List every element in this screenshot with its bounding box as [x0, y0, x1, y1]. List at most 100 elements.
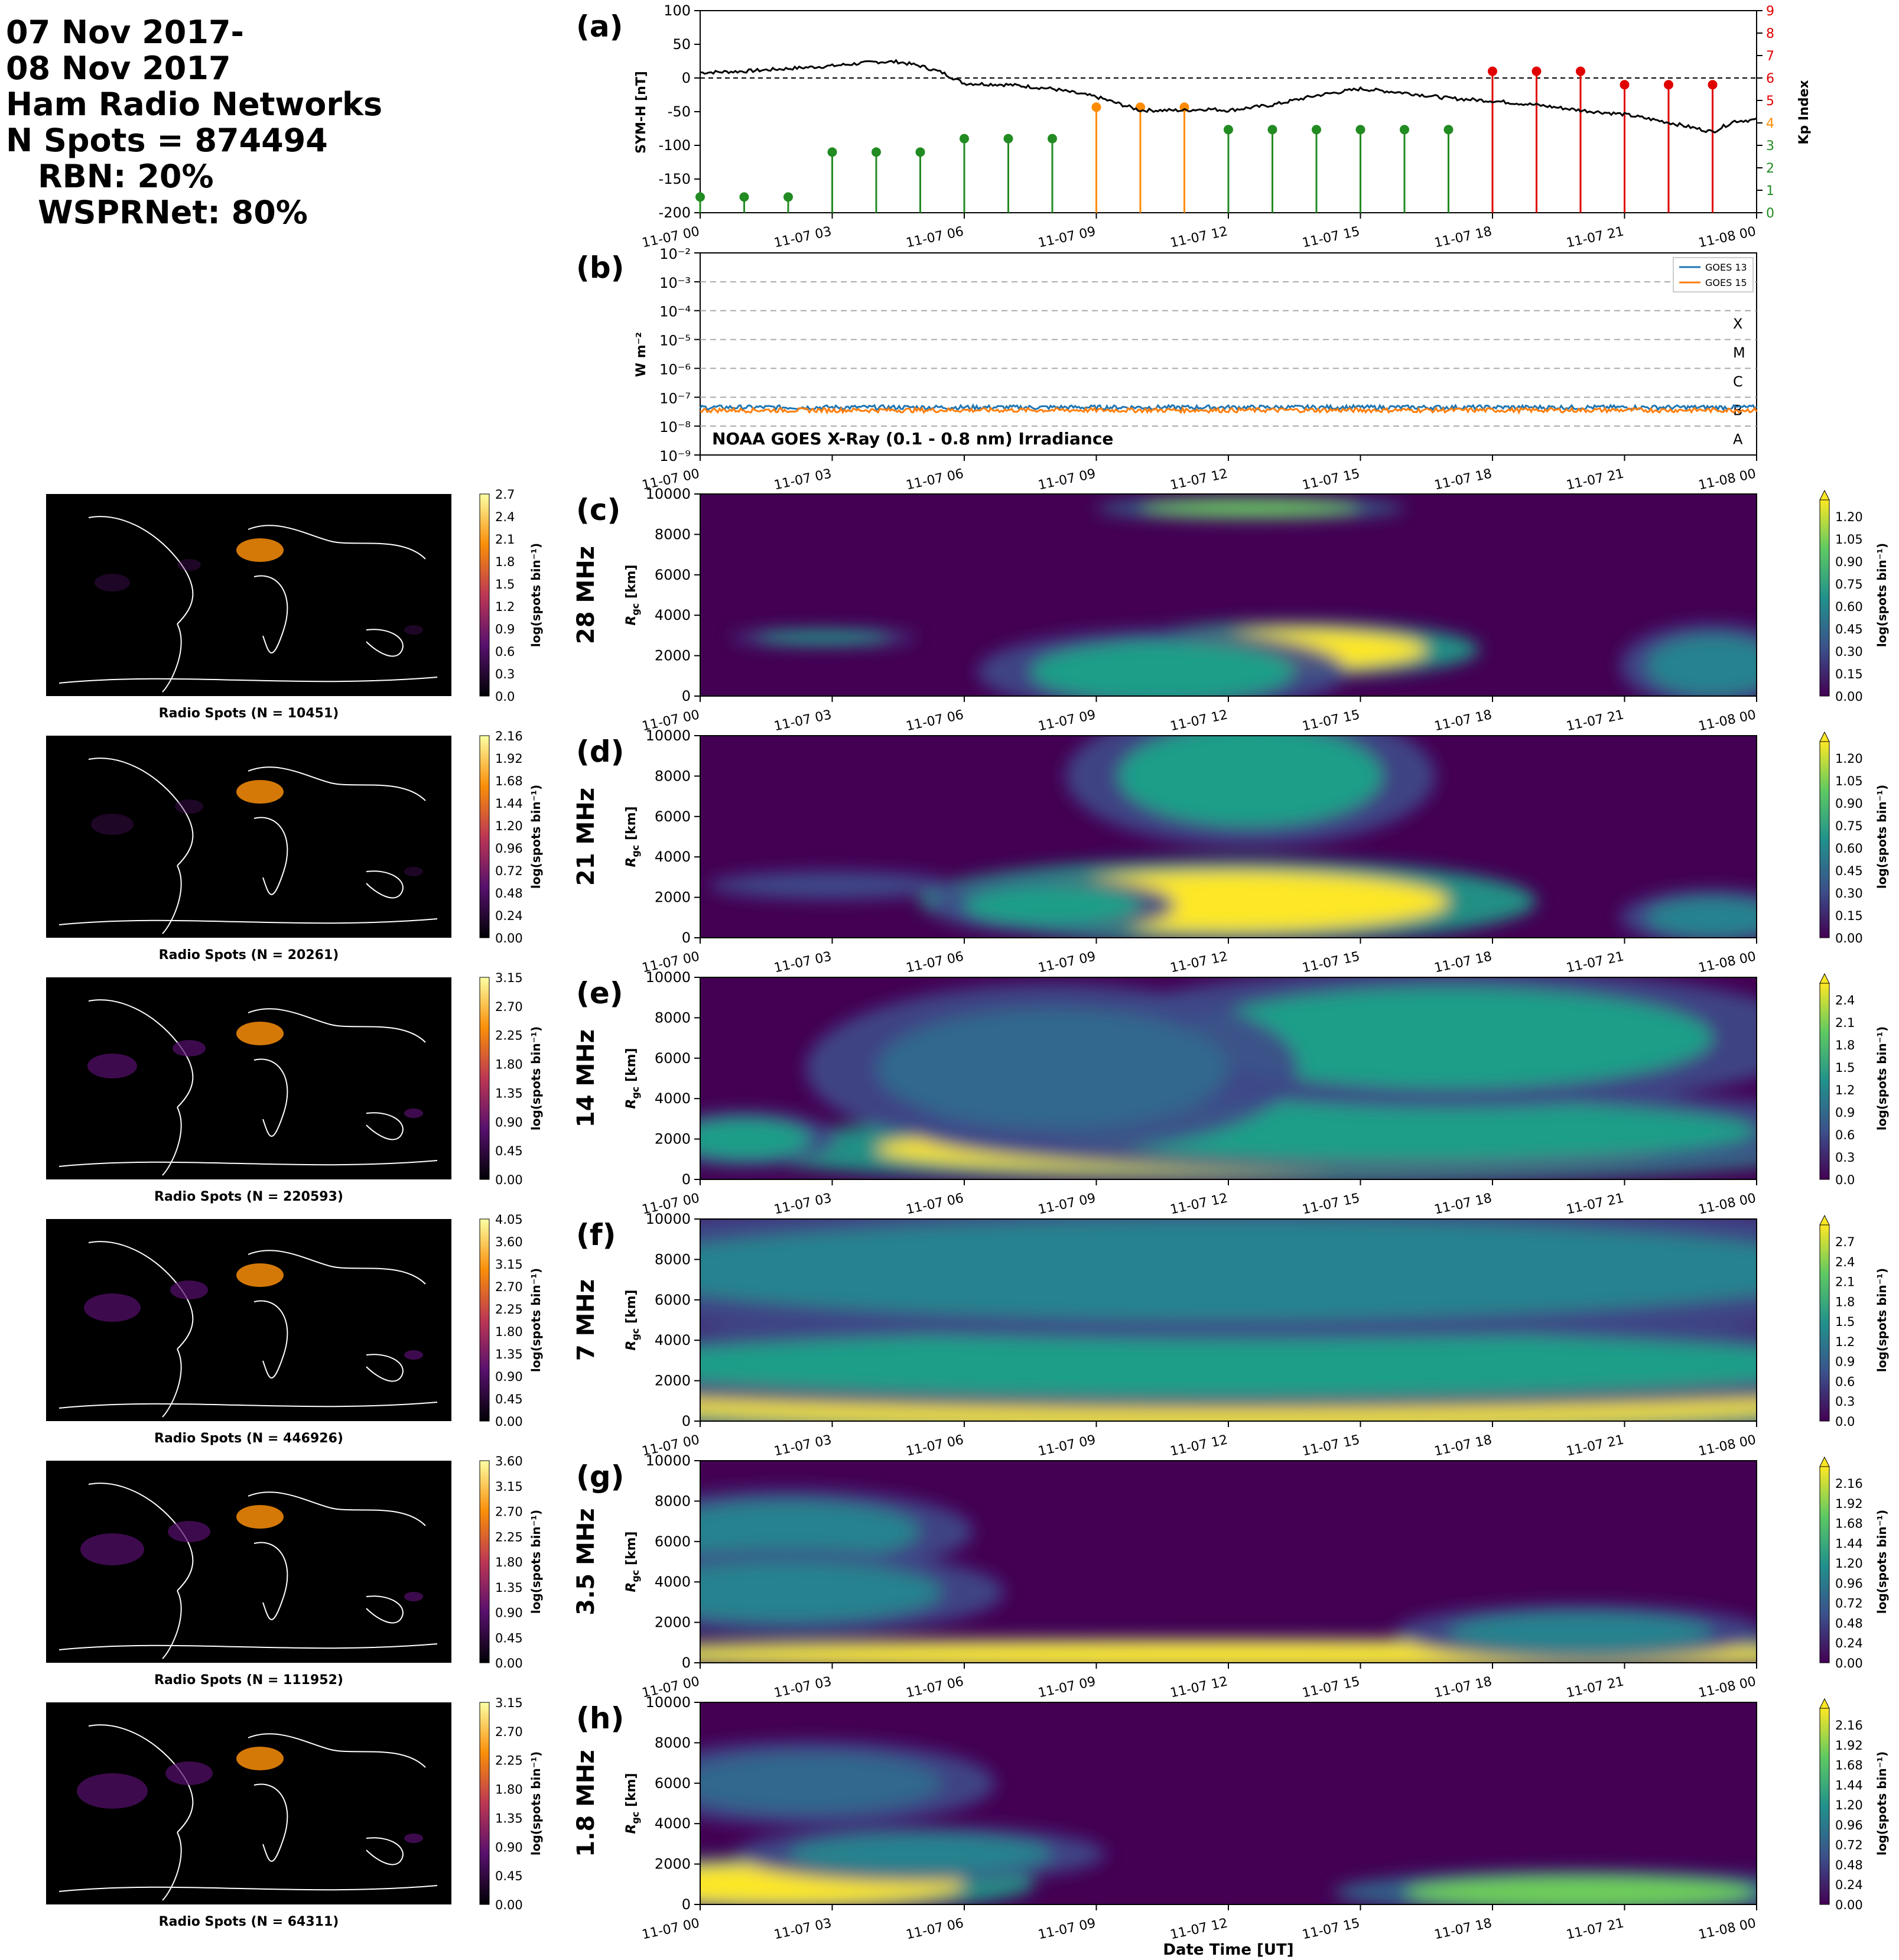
x-tick-label: 11-07 12 — [1169, 1191, 1229, 1217]
heatmap-colorbar-tick: 2.7 — [1835, 1235, 1855, 1249]
heatmap-colorbar-tick: 1.92 — [1835, 1497, 1863, 1511]
spot-density-blob — [404, 1592, 423, 1601]
heatmap-colorbar-gradient — [1819, 1708, 1830, 1905]
heatmap-core — [700, 1332, 1757, 1397]
panel-b-goes-xray: (b) 10⁻² 10⁻³ 10⁻⁴ 10⁻⁵ 10⁻⁶ 10⁻⁷ 10⁻⁸ 10⁻⁹ XMC… — [576, 246, 1758, 493]
map-colorbar-gradient — [479, 1218, 490, 1422]
spot-count: N Spots = 874494 — [6, 122, 328, 159]
heatmap-colorbar-tick: 1.44 — [1835, 1536, 1863, 1551]
x-tick-label: 11-07 06 — [905, 1191, 965, 1217]
x-tick-label: 11-07 06 — [905, 1916, 965, 1942]
map-colorbar-tick: 0.0 — [495, 690, 515, 704]
spot-density-blob — [236, 538, 284, 562]
rgc-axis-label: Rgc [km] — [624, 1048, 641, 1109]
x-tick-label: 11-07 06 — [905, 1432, 965, 1459]
heatmap-colorbar-tick: 0.75 — [1835, 819, 1863, 833]
map-colorbar: 2.7 2.4 2.1 1.8 1.5 1.2 0.9 0.6 0.3 0.0 log(spots … — [479, 487, 543, 704]
y-tick-label: 0 — [682, 70, 691, 86]
x-tick-label: 11-07 18 — [1433, 707, 1493, 734]
panel-label: (f) — [576, 1218, 616, 1252]
kp-marker — [1091, 102, 1101, 112]
y-tick-label: -50 — [668, 103, 691, 120]
x-tick-label: 11-07 15 — [1301, 1916, 1361, 1942]
spot-density-blob — [173, 1040, 206, 1057]
heatmap-core — [1646, 635, 1757, 696]
panel-b-class-gridlines — [700, 281, 1757, 427]
map-colorbar: 2.16 1.92 1.68 1.44 1.20 0.96 0.72 0.48 0.24 0.00… — [479, 729, 543, 945]
spot-density-blob — [236, 1505, 284, 1529]
heatmap-colorbar-tick: 0.60 — [1835, 841, 1863, 856]
heatmap-xticks: 11-07 00 11-07 03 11-07 06 11-07 09 11-07 12… — [640, 938, 1757, 976]
flare-class-label: X — [1733, 316, 1742, 332]
heatmap-colorbar-label: log(spots bin⁻¹) — [1875, 1751, 1889, 1855]
map-colorbar-tick: 0.90 — [495, 1840, 523, 1854]
heatmap-colorbar-tick: 1.05 — [1835, 774, 1863, 788]
heatmap-core — [1140, 500, 1361, 516]
y-tick-label: 10⁻⁷ — [659, 390, 691, 407]
x-tick-label: 11-07 12 — [1169, 1674, 1229, 1701]
x-tick-label: 11-07 06 — [905, 466, 965, 493]
kp-marker — [915, 147, 925, 157]
rgc-axis-label: Rgc [km] — [624, 1773, 641, 1834]
heatmap-colorbar-tick: 0.9 — [1835, 1106, 1855, 1120]
map-caption: Radio Spots (N = 20261) — [159, 948, 339, 963]
heatmap-colorbar-tick: 0.45 — [1835, 622, 1863, 636]
x-tick-label: 11-07 12 — [1169, 949, 1229, 976]
heatmap-colorbar-tick: 1.20 — [1835, 752, 1863, 766]
heatmap — [700, 493, 1757, 697]
legend-box — [1673, 257, 1754, 292]
rgc-axis-label: Rgc [km] — [624, 1531, 641, 1592]
goes13-line — [699, 403, 1758, 412]
kp-axis-label: Kp Index — [1797, 80, 1812, 144]
x-tick-label: 11-07 21 — [1565, 1191, 1625, 1217]
rgc-tick-label: 6000 — [655, 808, 691, 825]
map-colorbar-tick: 2.25 — [495, 1029, 523, 1043]
x-tick-label: 11-07 21 — [1565, 949, 1625, 976]
heatmap-colorbar-tick: 0.72 — [1835, 1597, 1863, 1611]
map-colorbar-tick: 0.90 — [495, 1370, 523, 1384]
heatmap-colorbar-tick: 0.00 — [1835, 931, 1863, 945]
panel-b-label: (b) — [576, 251, 625, 285]
map-caption: Radio Spots (N = 446926) — [154, 1431, 343, 1446]
heatmap-colorbar-tick: 1.20 — [1835, 1556, 1863, 1571]
x-tick-label: 11-07 21 — [1565, 1432, 1625, 1459]
heatmap-colorbar-tick: 2.16 — [1835, 1477, 1863, 1491]
x-tick-label: 11-07 00 — [640, 1916, 701, 1942]
map-colorbar-tick: 0.00 — [495, 1173, 523, 1187]
map-colorbar-label: log(spots bin⁻¹) — [529, 1026, 543, 1130]
heatmap-colorbar-tick: 0.60 — [1835, 600, 1863, 614]
heatmap-colorbar: 2.7 2.4 2.1 1.8 1.5 1.2 0.9 0.6 0.3 0.0 log(spots … — [1819, 1214, 1889, 1429]
heatmap-colorbar-tick: 2.1 — [1835, 1016, 1855, 1030]
symh-axis-label: SYM-H [nT] — [634, 71, 649, 154]
spot-density-blob — [77, 1773, 148, 1809]
rgc-tick-label: 2000 — [655, 1131, 691, 1148]
heatmap-colorbar-tick: 0.24 — [1835, 1636, 1863, 1650]
x-tick-label: 11-07 18 — [1433, 1674, 1493, 1701]
panel-label: (c) — [576, 493, 620, 527]
goes15-line — [700, 405, 1758, 415]
x-tick-label: 11-07 21 — [1565, 466, 1625, 493]
map-colorbar-tick: 3.15 — [495, 1696, 523, 1710]
map-colorbar-tick: 2.25 — [495, 1754, 523, 1768]
map-colorbar-tick: 4.05 — [495, 1213, 523, 1227]
band-label: 7 MHz — [573, 1279, 600, 1361]
map-colorbar-gradient — [479, 977, 490, 1180]
rgc-tick-label: 8000 — [655, 1734, 691, 1751]
rgc-tick-label: 2000 — [655, 648, 691, 664]
map-colorbar-tick: 1.5 — [495, 577, 515, 591]
map-colorbar-tick: 0.00 — [495, 1415, 523, 1429]
heatmap-colorbar: 1.20 1.05 0.90 0.75 0.60 0.45 0.30 0.15 0.00 log(… — [1819, 731, 1889, 945]
heatmap-cells — [700, 1219, 1757, 1421]
x-tick-label: 11-07 21 — [1565, 1674, 1625, 1701]
heatmap-colorbar-tick: 1.2 — [1835, 1335, 1855, 1349]
heatmap-colorbar-tick: 1.92 — [1835, 1738, 1863, 1753]
map-colorbar-tick: 0.48 — [495, 886, 523, 901]
figure-header: 07 Nov 2017- 08 Nov 2017 Ham Radio Netwo… — [6, 14, 538, 230]
map-background — [46, 736, 451, 938]
kp-marker — [1708, 80, 1718, 90]
heatmap-colorbar-tick: 2.4 — [1835, 1255, 1855, 1269]
map-colorbar-label: log(spots bin⁻¹) — [529, 1510, 543, 1614]
rgc-tick-label: 0 — [682, 1896, 691, 1913]
spot-density-blob — [236, 1747, 284, 1770]
rgc-tick-label: 8000 — [655, 1251, 691, 1267]
